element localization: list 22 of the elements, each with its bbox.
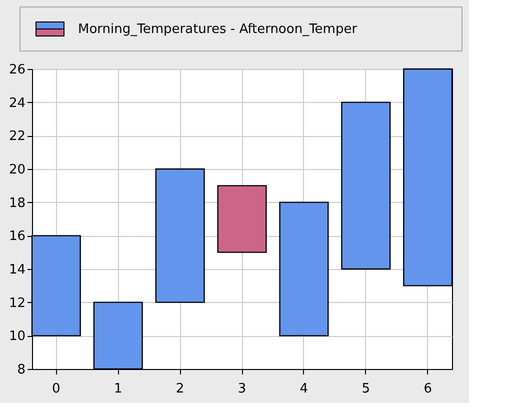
x-tick-label: 6 [424, 382, 432, 396]
x-tick-label: 3 [238, 382, 246, 396]
y-tick-label: 16 [8, 229, 26, 244]
x-tick-label: 2 [176, 382, 184, 396]
y-tick-label: 18 [8, 196, 26, 211]
bar [279, 202, 329, 336]
bar [155, 168, 205, 303]
legend-label: Morning_Temperatures - Afternoon_Temper [78, 22, 358, 37]
x-tick-label: 5 [362, 382, 370, 396]
x-tick-label: 0 [52, 382, 60, 396]
y-tick-label: 20 [8, 162, 26, 178]
y-tick-label: 8 [17, 362, 26, 378]
bar [217, 185, 267, 253]
x-tick-label: 1 [114, 382, 122, 396]
y-tick-label: 10 [8, 329, 26, 344]
y-tick-label: 26 [8, 62, 26, 78]
y-tick-label: 24 [8, 96, 26, 111]
y-tick-label: 22 [8, 129, 26, 144]
bar [341, 102, 391, 270]
x-tick-label: 4 [300, 382, 308, 396]
y-tick-label: 14 [8, 262, 26, 278]
y-tick-label: 12 [8, 296, 26, 311]
